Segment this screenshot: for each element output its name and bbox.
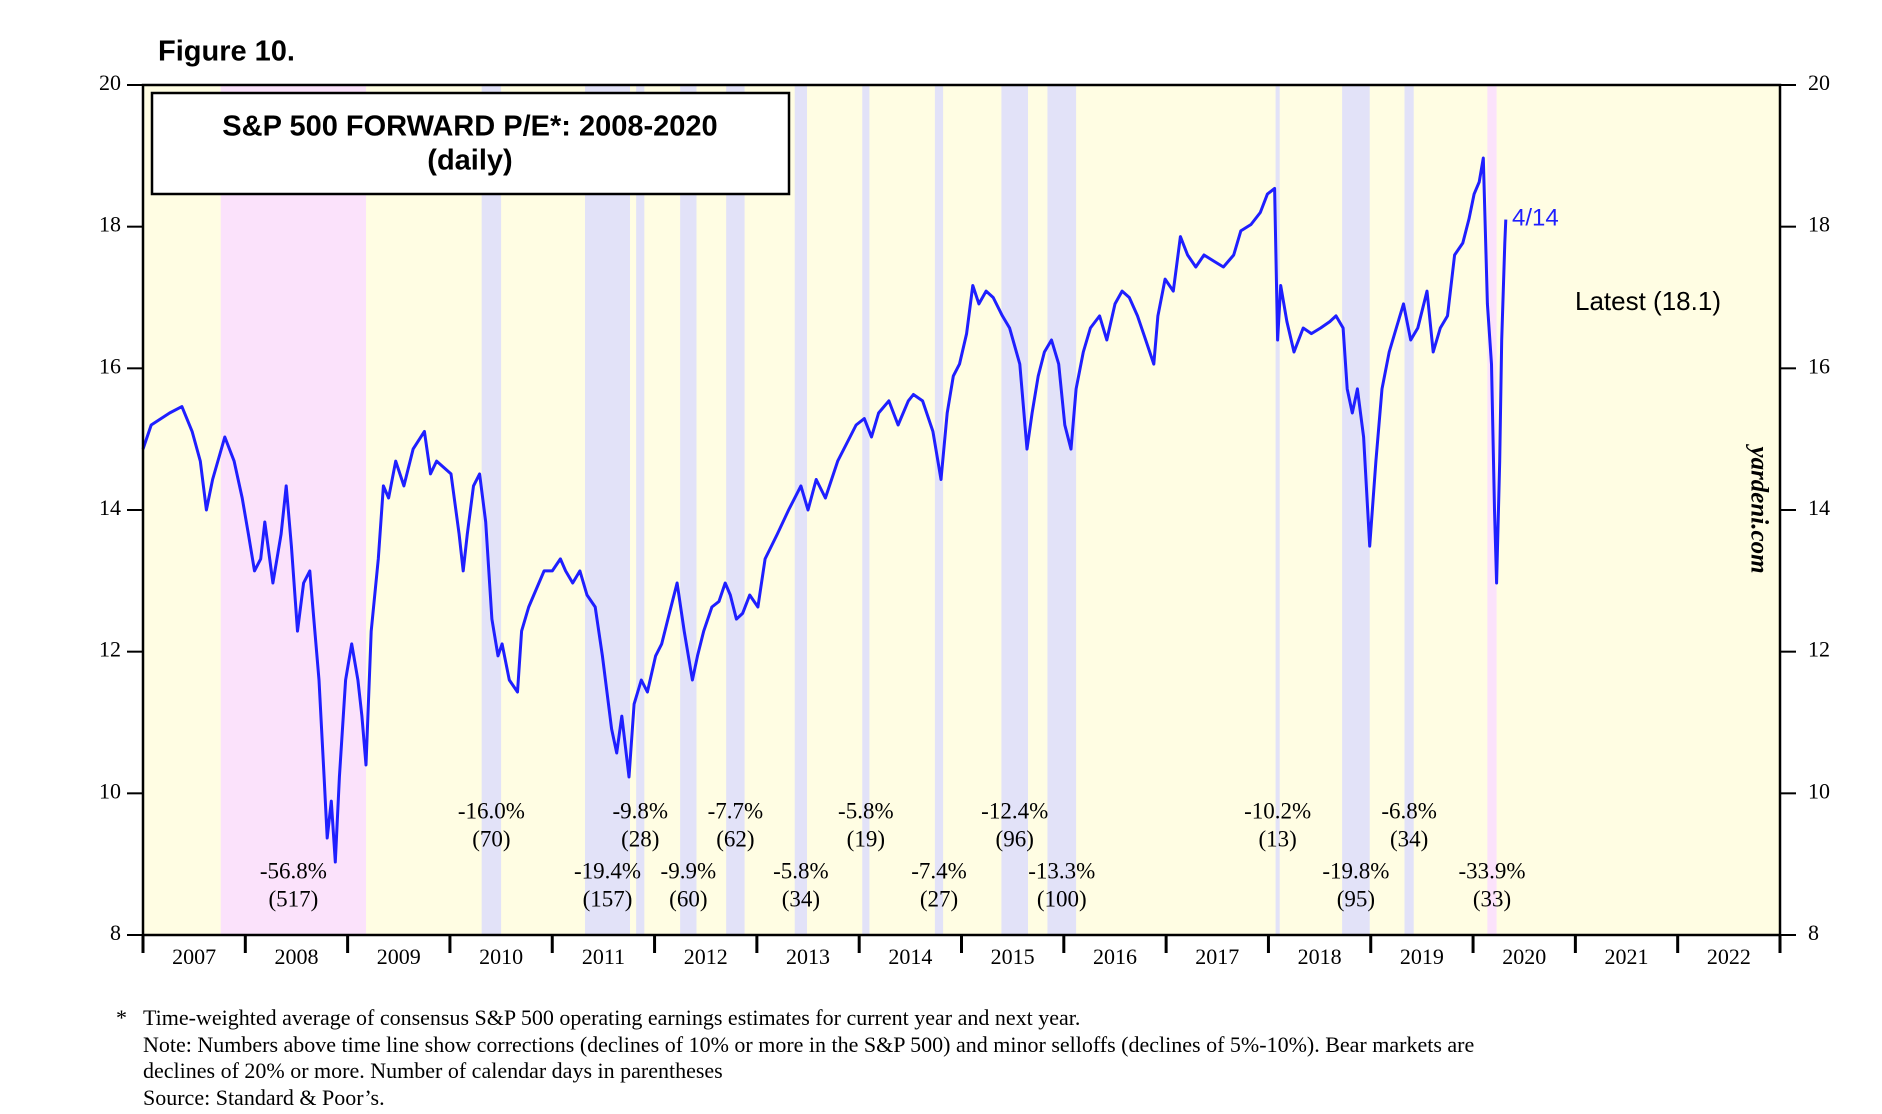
x-tick-label: 2016 [1093, 944, 1137, 969]
latest-date-label: 4/14 [1512, 204, 1559, 231]
x-tick-label: 2020 [1502, 944, 1546, 969]
y2-tick-label: 18 [1808, 212, 1830, 237]
shaded-period [1404, 85, 1414, 935]
y-tick-label: 12 [99, 637, 121, 662]
period-days: (13) [1258, 826, 1296, 851]
y2-tick-label: 14 [1808, 495, 1830, 520]
period-days: (517) [268, 886, 318, 911]
y2-tick-label: 12 [1808, 637, 1830, 662]
period-label: -19.8% [1322, 858, 1389, 883]
x-tick-label: 2011 [582, 944, 625, 969]
shaded-period [680, 85, 697, 935]
shaded-period [584, 85, 631, 935]
footnote-marker: * [116, 1005, 127, 1030]
x-tick-label: 2007 [172, 944, 216, 969]
plot-background [143, 85, 1780, 935]
period-days: (34) [782, 886, 820, 911]
period-label: -16.0% [458, 798, 525, 823]
period-label: -5.8% [838, 798, 894, 823]
latest-note: Latest (18.1) [1575, 286, 1721, 316]
period-days: (27) [920, 886, 958, 911]
shaded-period [726, 85, 745, 935]
period-label: -7.4% [911, 858, 967, 883]
period-days: (70) [472, 826, 510, 851]
period-days: (96) [996, 826, 1034, 851]
shaded-period [1342, 85, 1370, 935]
period-days: (19) [847, 826, 885, 851]
shaded-period [1047, 85, 1077, 935]
period-days: (157) [583, 886, 633, 911]
period-label: -56.8% [260, 858, 327, 883]
x-tick-label: 2008 [274, 944, 318, 969]
x-tick-label: 2010 [479, 944, 523, 969]
period-label: -19.4% [574, 858, 641, 883]
y2-tick-label: 10 [1808, 778, 1830, 803]
period-days: (95) [1337, 886, 1375, 911]
y2-tick-label: 20 [1808, 70, 1830, 95]
y2-tick-label: 16 [1808, 353, 1830, 378]
x-tick-label: 2018 [1298, 944, 1342, 969]
shaded-period [934, 85, 944, 935]
plot-area: 8 10 12 14 16 18 20 8 10 12 14 16 18 20 2007 2008 2009 20… [99, 70, 1830, 969]
y-tick-label: 14 [99, 495, 121, 520]
shaded-period [636, 85, 645, 935]
footnote: Time-weighted average of consensus S&P 5… [143, 1005, 1080, 1030]
period-days: (62) [716, 826, 754, 851]
plot-frame [141, 83, 1782, 937]
period-label: -5.8% [773, 858, 829, 883]
shaded-period [862, 85, 870, 935]
title-box [150, 91, 791, 196]
period-days: (34) [1390, 826, 1428, 851]
period-label: -9.8% [612, 798, 668, 823]
footnote: Note: Numbers above time line show corre… [143, 1032, 1474, 1057]
series-line [141, 156, 1508, 864]
period-label: -6.8% [1381, 798, 1437, 823]
shaded-period [481, 85, 502, 935]
chart-title: S&P 500 FORWARD P/E*: 2008-2020 [222, 111, 717, 143]
x-tick-label: 2017 [1195, 944, 1239, 969]
y2-tick-label: 8 [1808, 920, 1819, 945]
shaded-period [1275, 85, 1280, 935]
figure-label: Figure 10. [158, 36, 295, 68]
period-label: -10.2% [1244, 798, 1311, 823]
period-label: -13.3% [1028, 858, 1095, 883]
y-tick-label: 8 [110, 920, 121, 945]
period-label: -33.9% [1458, 858, 1525, 883]
chart-subtitle: (daily) [427, 145, 512, 177]
x-tick-label: 2012 [684, 944, 728, 969]
y-tick-label: 16 [99, 353, 121, 378]
x-tick-label: 2015 [991, 944, 1035, 969]
period-label: -7.7% [708, 798, 764, 823]
shaded-period [220, 85, 367, 935]
shaded-period [1487, 85, 1497, 935]
period-days: (100) [1037, 886, 1087, 911]
footnote: declines of 20% or more. Number of calen… [143, 1058, 723, 1083]
x-tick-label: 2021 [1605, 944, 1649, 969]
footnote: Source: Standard & Poor’s. [143, 1085, 385, 1110]
y-tick-label: 18 [99, 212, 121, 237]
x-tick-label: 2022 [1707, 944, 1751, 969]
y-tick-label: 10 [99, 778, 121, 803]
x-tick-label: 2019 [1400, 944, 1444, 969]
x-tick-label: 2014 [888, 944, 932, 969]
x-tick-label: 2013 [786, 944, 830, 969]
period-days: (28) [621, 826, 659, 851]
shaded-period [794, 85, 808, 935]
period-days: (60) [669, 886, 707, 911]
period-label: -12.4% [981, 798, 1048, 823]
watermark: yardeni.com [1745, 443, 1772, 573]
period-label: -9.9% [661, 858, 717, 883]
period-days: (33) [1473, 886, 1511, 911]
x-tick-label: 2009 [377, 944, 421, 969]
shaded-period [1001, 85, 1029, 935]
y-tick-label: 20 [99, 70, 121, 95]
